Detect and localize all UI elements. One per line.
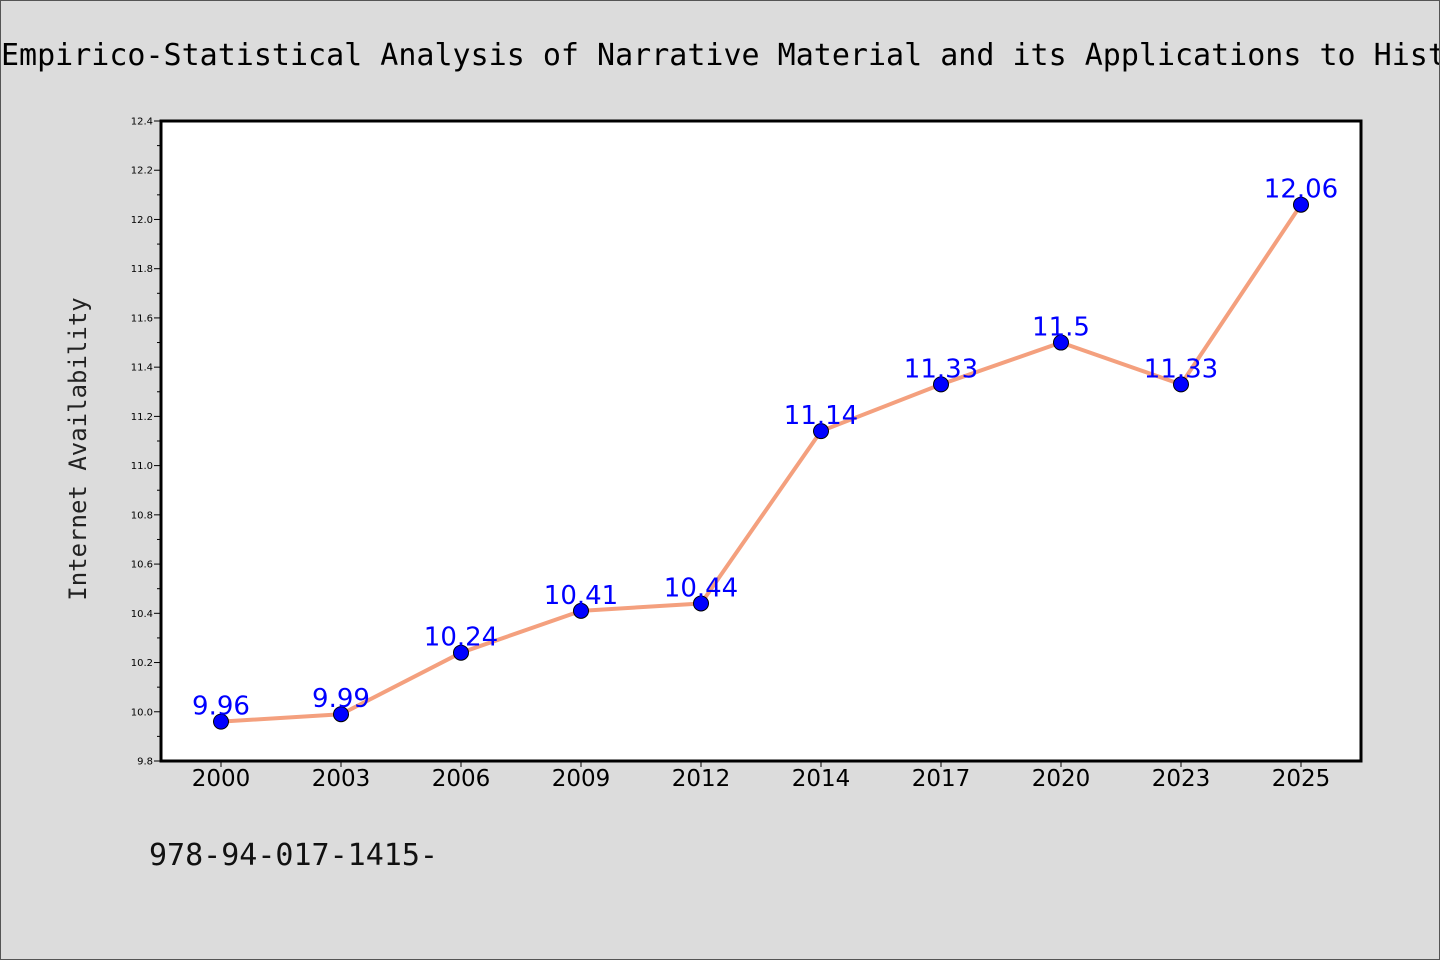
y-tick-label: 11.2 bbox=[131, 412, 153, 423]
y-tick-label: 12.0 bbox=[131, 215, 153, 226]
plot-border bbox=[159, 119, 1363, 763]
chart-title: Empirico-Statistical Analysis of Narrati… bbox=[1, 38, 1440, 73]
data-point bbox=[333, 706, 349, 723]
x-tick-label: 2003 bbox=[312, 766, 371, 792]
x-tick-label: 2012 bbox=[672, 766, 731, 792]
data-label: 12.06 bbox=[1264, 175, 1338, 205]
data-point bbox=[693, 595, 709, 612]
y-tick-label: 12.4 bbox=[131, 117, 153, 128]
series-group bbox=[213, 196, 1309, 730]
data-point bbox=[813, 423, 829, 440]
data-label: 11.14 bbox=[784, 401, 858, 431]
data-point bbox=[1293, 196, 1309, 213]
x-tick-label: 2009 bbox=[552, 766, 611, 792]
data-label: 10.41 bbox=[544, 581, 618, 611]
data-point bbox=[213, 713, 229, 730]
plot-area bbox=[161, 121, 1361, 761]
x-tick-label: 2000 bbox=[192, 766, 251, 792]
data-label: 11.5 bbox=[1032, 313, 1090, 343]
data-label: 10.24 bbox=[424, 623, 498, 653]
data-point bbox=[453, 644, 469, 661]
y-tick-label: 12.2 bbox=[131, 166, 153, 177]
x-tick-label: 2020 bbox=[1032, 766, 1091, 792]
y-tick-label: 11.4 bbox=[131, 363, 153, 374]
data-point bbox=[1173, 376, 1189, 393]
data-label: 11.33 bbox=[904, 354, 978, 384]
data-label: 11.33 bbox=[1144, 354, 1218, 384]
footer-text: 978-94-017-1415- bbox=[149, 838, 438, 873]
x-axis-ticks: 2000 2003 2006 2009 2012 2014 2017 2020 2023 2025 bbox=[192, 761, 1331, 792]
x-tick-label: 2017 bbox=[912, 766, 971, 792]
x-tick-label: 2023 bbox=[1152, 766, 1211, 792]
x-tick-label: 2025 bbox=[1272, 766, 1331, 792]
data-labels-group: 9.96 9.99 10.24 10.41 10.44 11.14 11.33 11.5 11.… bbox=[192, 175, 1338, 722]
data-label: 10.44 bbox=[664, 573, 738, 603]
data-point bbox=[1053, 334, 1069, 351]
y-tick-label: 9.8 bbox=[137, 757, 153, 768]
y-tick-label: 10.0 bbox=[131, 707, 153, 718]
y-tick-label: 10.8 bbox=[131, 510, 153, 521]
data-point bbox=[573, 602, 589, 619]
x-tick-label: 2014 bbox=[792, 766, 851, 792]
data-label: 9.99 bbox=[312, 684, 370, 714]
x-tick-label: 2006 bbox=[432, 766, 491, 792]
data-point bbox=[933, 376, 949, 393]
y-tick-label: 11.8 bbox=[131, 264, 153, 275]
y-tick-label: 11.0 bbox=[131, 461, 153, 472]
data-label: 9.96 bbox=[192, 692, 250, 722]
series-line bbox=[220, 203, 1303, 724]
y-axis-ticks: 9.8 10.0 10.2 10.4 10.6 10.8 11.0 11.2 11.4 11.6 1… bbox=[131, 117, 161, 768]
y-tick-label: 10.6 bbox=[131, 560, 153, 571]
y-tick-label: 10.4 bbox=[131, 609, 153, 620]
y-tick-label: 11.6 bbox=[131, 313, 153, 324]
y-axis-label: Internet Availability bbox=[64, 297, 92, 600]
y-tick-label: 10.2 bbox=[131, 658, 153, 669]
